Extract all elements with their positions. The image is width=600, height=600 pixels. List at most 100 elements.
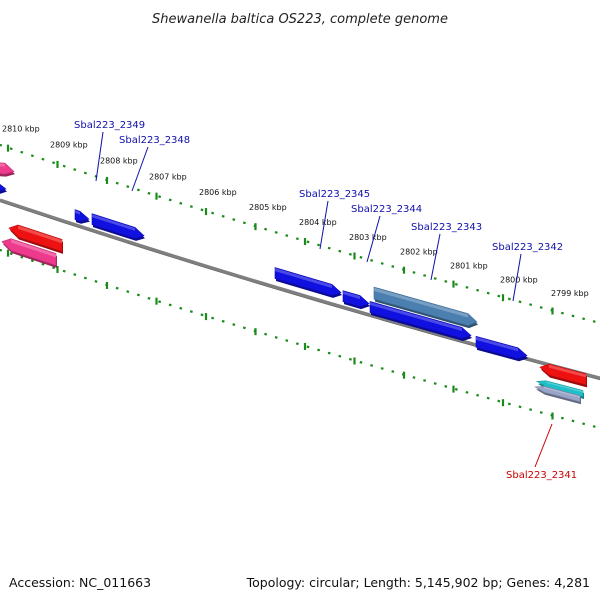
outer-ring-dot [242,221,246,225]
outer-ring-dot [571,314,575,318]
gene-label: Sbal223_2345 [299,189,370,200]
inner-ring-dot [264,332,268,336]
gene-label: Sbal223_2349 [74,120,145,131]
outer-ring-dot [529,303,533,307]
inner-ring-dot [476,393,480,397]
inner-ring-dot [221,319,225,323]
outer-ring-dot [168,198,172,202]
tick-layer: 2810 kbp 2809 kbp 2808 kbp 2807 kbp 2806 kbp… [0,125,596,428]
outer-ring-dot [391,265,395,268]
outer-ring-dot [83,171,87,175]
inner-ring-dot [433,382,437,385]
inner-ring-dot [518,405,522,409]
outer-ring-dot [136,188,140,192]
inner-ring-dot [126,290,130,294]
inner-ring-dot [497,399,501,403]
outer-ring-dot [592,320,596,323]
inner-ring-dot [200,313,204,317]
inner-ring-dot [136,293,140,297]
outer-ring-dot [539,306,543,309]
gene-label: Sbal223_2342 [492,242,563,253]
gene-label: Sbal223_2343 [411,222,482,233]
outer-ring-dot [518,300,522,304]
outer-ring-dot [211,211,215,215]
gene-label: Sbal223_2348 [119,135,190,146]
inner-ring-dot [147,296,151,300]
outer-ring-dot [73,168,77,172]
cds-blue-edge [0,183,7,194]
gene-label-leader [95,131,104,182]
inner-ring-dot [327,351,331,355]
outer-ring-dot [306,240,310,244]
map-title: Shewanella baltica OS223, complete genom… [152,12,448,27]
gene-label-leader [131,146,149,192]
outer-ring-dot [476,288,480,292]
outer-ring-dot [295,237,299,241]
outer-ring-dot [41,157,45,161]
outer-ring-dot [147,191,151,195]
outer-ring-dot [232,218,236,222]
outer-ring-dot [9,147,13,151]
cds-red-left [8,224,63,254]
inner-ring-dot [380,367,384,370]
outer-ring-dot [189,205,193,208]
outer-ring-dot [158,195,162,199]
inner-ring-dot [306,345,310,349]
outer-ring-dot [179,201,183,205]
inner-ring-dot [0,248,3,252]
inner-ring-dot [179,306,183,310]
inner-ring-dot [274,335,278,339]
cds-sbal223-2343b [373,286,478,329]
outer-ring-dot [115,181,119,185]
inner-ring-dot [211,316,215,320]
kbp-tick-label: 2806 kbp [199,188,237,197]
gene-label-leader [366,215,381,263]
cds-sbal223-2345 [274,267,342,298]
inner-ring-dot [73,273,77,277]
cds-sbal223-2343 [369,301,472,341]
outer-ring-dot [423,274,427,277]
inner-ring-dot [359,360,363,364]
inner-ring-dot [529,408,533,412]
inner-ring-dot [348,357,352,361]
gene-label-leader [512,253,522,302]
kbp-tick-label: 2801 kbp [450,262,488,271]
outer-ring-dot [30,154,34,158]
inner-ring-dot [412,376,416,379]
inner-ring-dot [370,364,374,367]
inner-ring-dot [115,286,119,290]
inner-ring-dot [444,385,448,388]
outer-ring-dot [412,271,416,274]
outer-ring-dot [507,297,511,301]
gene-label: Sbal223_2341 [506,470,577,481]
inner-ring-dot [9,252,13,256]
inner-ring-dot [560,416,564,420]
outer-ring-dot [327,246,331,250]
inner-ring-dot [285,339,289,342]
inner-ring-dot [94,280,98,283]
outer-ring-dot [20,150,24,154]
inner-ring-dot [20,255,24,259]
outer-ring-dot [359,255,363,259]
inner-ring-dot [486,396,490,400]
cds-sbal223-2348 [91,213,145,241]
gene-label-layer: Sbal223_2349 Sbal223_2348 Sbal223_2345 Sbal… [74,120,577,481]
outer-ring-dot [0,143,3,147]
inner-ring-dot [232,323,236,327]
inner-ring-dot [168,303,172,307]
outer-ring-dot [560,311,564,315]
outer-ring-dot [370,259,374,262]
inner-ring-dot [592,425,596,428]
inner-ring-dot [539,411,543,414]
kbp-tick-label: 2808 kbp [100,157,138,166]
kbp-tick-label: 2800 kbp [500,275,538,284]
inner-ring-dot [423,379,427,382]
cds-sbal223-2342 [475,335,528,362]
inner-ring-dot [52,266,56,270]
outer-ring-dot [274,230,278,234]
gene-label-leader [319,200,329,250]
gene-label: Sbal223_2344 [351,204,422,215]
inner-ring-dot [83,276,87,280]
